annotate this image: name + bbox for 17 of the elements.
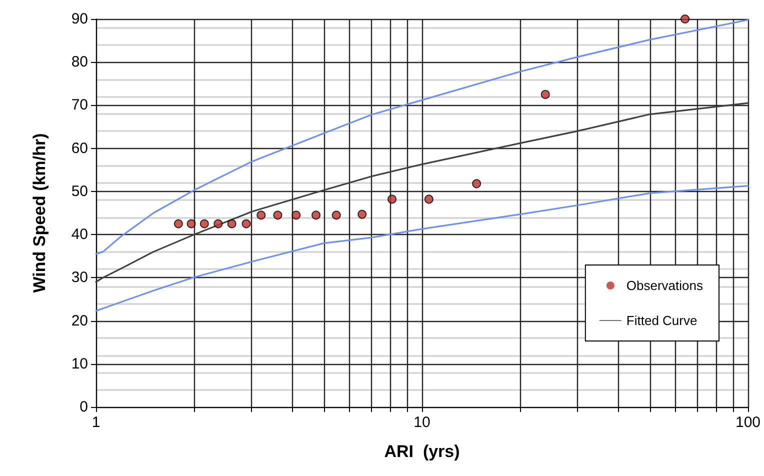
x-tick-label: 100: [735, 414, 761, 431]
legend-label: Fitted Curve: [626, 313, 698, 328]
y-tick-label: 30: [71, 269, 88, 286]
y-tick-label: 40: [71, 226, 88, 244]
legend-label: Observations: [626, 278, 704, 293]
y-tick-label: 50: [71, 182, 88, 200]
y-tick-label: 70: [71, 96, 88, 114]
y-tick-label: 80: [71, 54, 88, 71]
y-tick-label: 90: [71, 10, 88, 28]
x-axis-title: ARI (yrs): [384, 442, 460, 461]
y-tick-label: 60: [71, 140, 88, 157]
y-tick-label: 0: [80, 398, 88, 416]
x-tick-label: 1: [92, 414, 100, 431]
y-tick-label: 20: [71, 312, 88, 330]
y-tick-label: 10: [71, 355, 88, 372]
x-tick-label: 10: [414, 414, 430, 431]
y-axis-title: Wind Speed (km/hr): [30, 133, 49, 293]
